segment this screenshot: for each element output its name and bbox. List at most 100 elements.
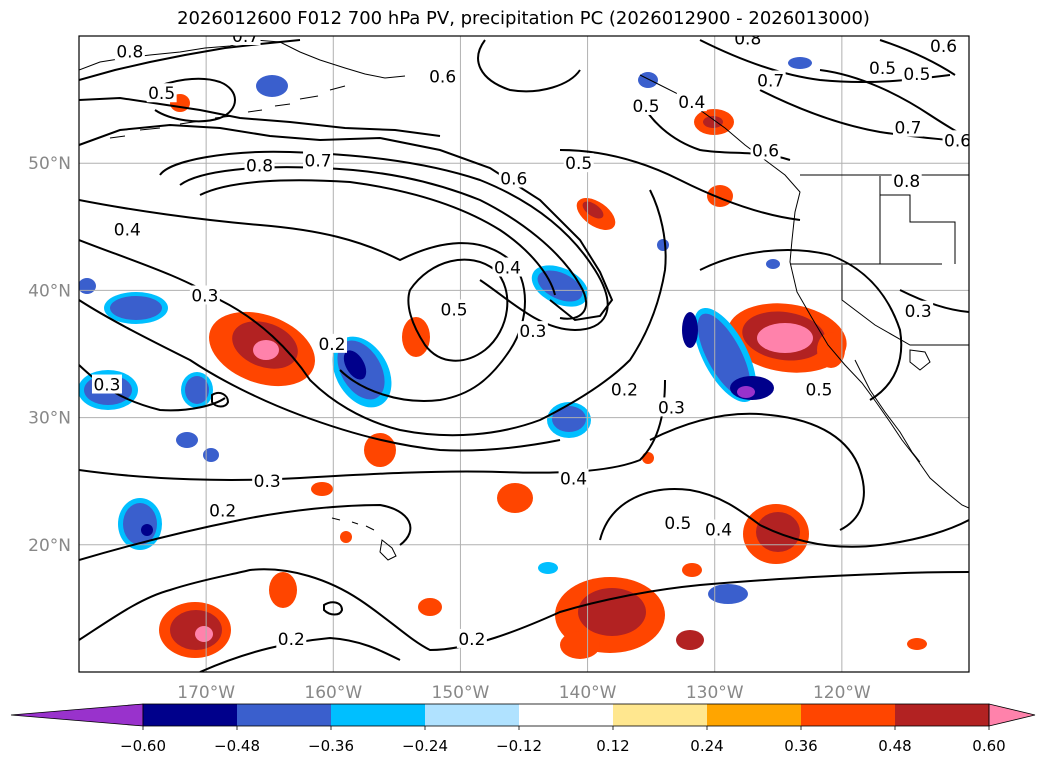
contour-label-bg: [456, 628, 487, 648]
contour-label-bg: [244, 155, 275, 175]
contour-label-bg: [427, 66, 458, 86]
colorbar-segment: [237, 704, 332, 726]
contour-label-bg: [928, 36, 959, 56]
pv-contour: [199, 636, 401, 672]
contour-label-bg: [189, 285, 220, 305]
contour-label-bg: [891, 171, 922, 191]
precip-blob: [708, 584, 748, 604]
precip-blob: [203, 448, 219, 462]
contour-label-bg: [676, 92, 707, 112]
contour-label: 0.8: [893, 172, 920, 192]
precip-blob: [682, 563, 702, 577]
contour-label-bg: [498, 168, 529, 188]
contour-label: 0.3: [191, 286, 218, 306]
colorbar-extend-low: [10, 703, 144, 727]
contour-label: 0.3: [519, 322, 546, 342]
precip-blob: [79, 278, 96, 294]
colorbar-segment: [801, 704, 896, 726]
coastline-north-america: [639, 74, 969, 509]
pv-contour: [159, 150, 609, 332]
precip-blob: [209, 311, 315, 387]
contour-label: 0.4: [560, 470, 587, 490]
contour-label: 0.5: [633, 97, 660, 117]
contour-label-bg: [892, 117, 923, 137]
contour-label-bg: [803, 379, 834, 399]
precip-blob: [497, 483, 533, 513]
contour-label-bg: [558, 468, 589, 488]
contour-label-bg: [276, 628, 307, 648]
contour-label: 0.3: [658, 398, 685, 418]
contour-labels: 0.8 0.7 0.5 0.8 0.7 0.6 0.5 0.6 0.4 0.3 0.4 0.5 0.3 0…: [91, 36, 971, 650]
coastline-baja: [854, 359, 921, 463]
contour-label: 0.8: [116, 42, 143, 62]
contour-label: 0.4: [494, 259, 521, 279]
contour-label-bg: [252, 471, 283, 491]
contour-label: 0.6: [944, 131, 971, 151]
contour-label: 0.2: [318, 335, 345, 355]
contour-label-bg: [703, 519, 734, 539]
contour-label-bg: [112, 219, 143, 239]
pv-contour: [79, 568, 969, 652]
pv-contour: [407, 258, 509, 362]
precip-blob: [657, 239, 669, 251]
colorbar: −0.60 −0.48 −0.36 −0.24 −0.12 0.12 0.24 0.36 0.4…: [10, 703, 1036, 755]
lon-tick-label: 170°W: [177, 683, 235, 703]
lat-tick-label: 40°N: [28, 281, 71, 301]
precip-blob: [817, 332, 845, 368]
contour-label: 0.4: [114, 220, 141, 240]
contour-label: 0.7: [894, 119, 921, 139]
pv-contour: [559, 149, 801, 221]
precip-blob: [538, 562, 558, 574]
precip-blob: [256, 75, 288, 97]
colorbar-tick-label: 0.24: [690, 737, 723, 755]
pv-contour: [79, 199, 526, 402]
precip-blob: [176, 432, 198, 448]
precip-blob: [104, 292, 168, 324]
pv-contour: [879, 39, 956, 76]
contour-label-bg: [903, 300, 934, 320]
colorbar-tick-label: −0.24: [402, 737, 448, 755]
contour-label: 0.5: [903, 65, 930, 85]
contour-label-bg: [146, 83, 177, 103]
pv-contour: [79, 123, 614, 322]
axis-tick-labels: 170°W 160°W 150°W 140°W 130°W 120°W 50°N 40°N 30…: [28, 154, 871, 703]
precip-blob: [682, 307, 774, 403]
precip-blob: [332, 336, 392, 408]
contour-label: 0.7: [305, 152, 332, 172]
lon-tick-label: 140°W: [559, 683, 617, 703]
pv-contour: [79, 299, 561, 452]
precip-blob: [118, 498, 162, 550]
contour-label-bg: [942, 130, 969, 150]
lat-tick-label: 20°N: [28, 536, 71, 556]
lat-tick-label: 30°N: [28, 409, 71, 429]
contour-label: 0.5: [869, 59, 896, 79]
contour-label: 0.4: [705, 521, 732, 541]
precip-blob: [694, 109, 734, 135]
precip-blob: [907, 638, 927, 650]
precip-blob: [340, 531, 352, 543]
colorbar-segment: [613, 704, 708, 726]
precip-blob: [418, 598, 442, 616]
contour-label: 0.2: [209, 501, 236, 521]
precipitation-shading: [79, 57, 927, 659]
lon-tick-label: 150°W: [432, 683, 490, 703]
pv-contour: [79, 189, 667, 437]
colorbar-segment: [143, 704, 238, 726]
contour-label: 0.6: [429, 68, 456, 88]
pv-contour: [477, 39, 581, 93]
coastline-misc: [909, 349, 931, 371]
lon-tick-label: 160°W: [304, 683, 362, 703]
precip-blob: [642, 452, 654, 464]
contour-label-bg: [867, 57, 898, 77]
colorbar-frame: [142, 703, 990, 727]
contour-label-bg: [662, 513, 693, 533]
figure-title: 2026012600 F012 700 hPa PV, precipitatio…: [177, 8, 870, 29]
colorbar-tick-label: 0.36: [784, 737, 817, 755]
precip-blob: [788, 57, 812, 69]
contour-label-bg: [732, 36, 763, 48]
colorbar-segment: [425, 704, 520, 726]
lat-tick-label: 50°N: [28, 154, 71, 174]
colorbar-tick-label: −0.48: [214, 737, 260, 755]
contour-label: 0.2: [278, 630, 305, 650]
